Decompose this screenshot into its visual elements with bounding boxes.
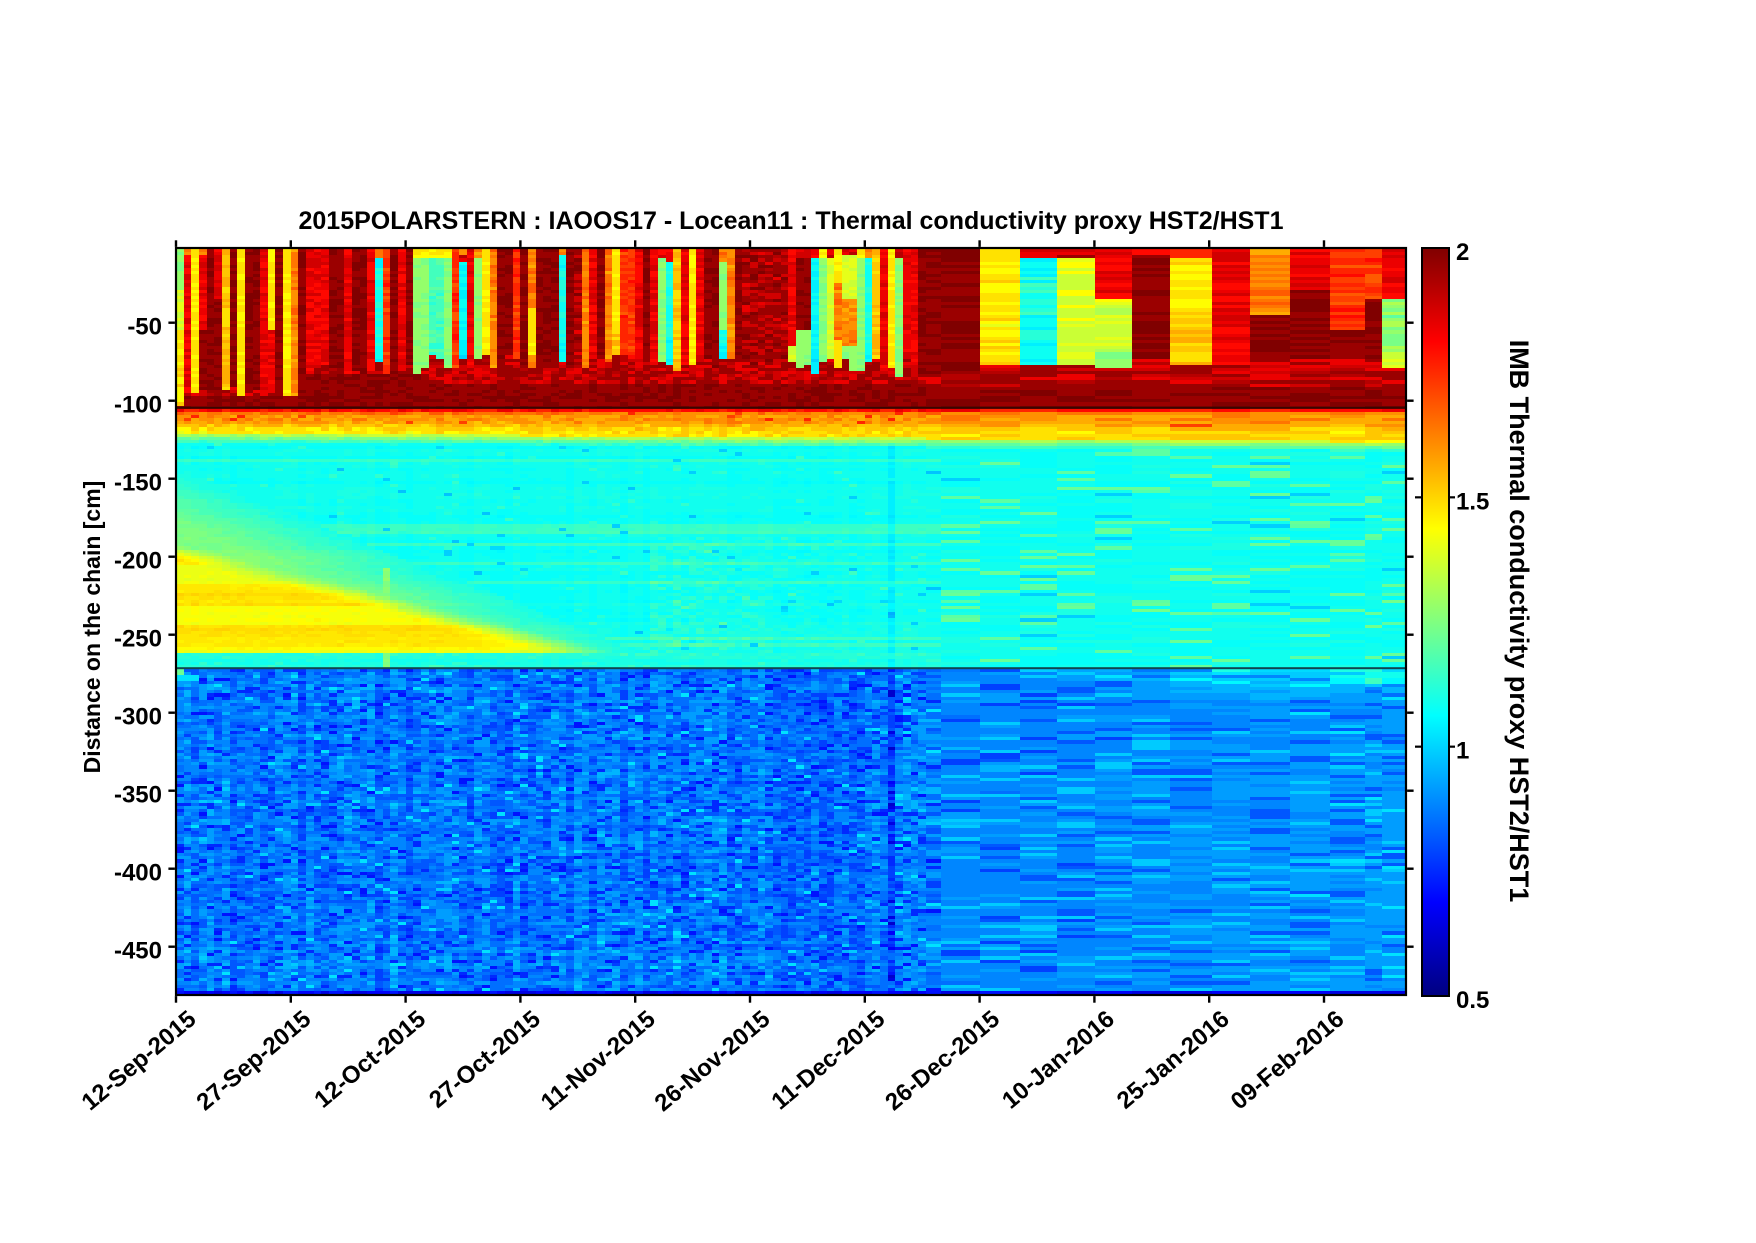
svg-text:2015POLARSTERN : IAOOS17 - Loc: 2015POLARSTERN : IAOOS17 - Locean11 : Th… <box>299 207 1284 235</box>
svg-text:-350: -350 <box>114 782 162 809</box>
svg-text:-300: -300 <box>114 704 162 731</box>
svg-text:1: 1 <box>1456 738 1469 765</box>
svg-text:Distance on the chain [cm]: Distance on the chain [cm] <box>79 481 105 774</box>
svg-text:-250: -250 <box>114 626 162 653</box>
svg-text:IMB Thermal conductivity proxy: IMB Thermal conductivity proxy HST2/HST1 <box>1504 340 1534 903</box>
svg-text:-400: -400 <box>114 860 162 887</box>
svg-text:-150: -150 <box>114 470 162 497</box>
svg-text:-100: -100 <box>114 392 162 419</box>
svg-text:0.5: 0.5 <box>1456 987 1489 1014</box>
svg-text:-450: -450 <box>114 938 162 965</box>
svg-text:-50: -50 <box>127 314 162 341</box>
svg-text:-200: -200 <box>114 548 162 575</box>
svg-text:2: 2 <box>1456 239 1469 266</box>
svg-text:1.5: 1.5 <box>1456 488 1489 515</box>
